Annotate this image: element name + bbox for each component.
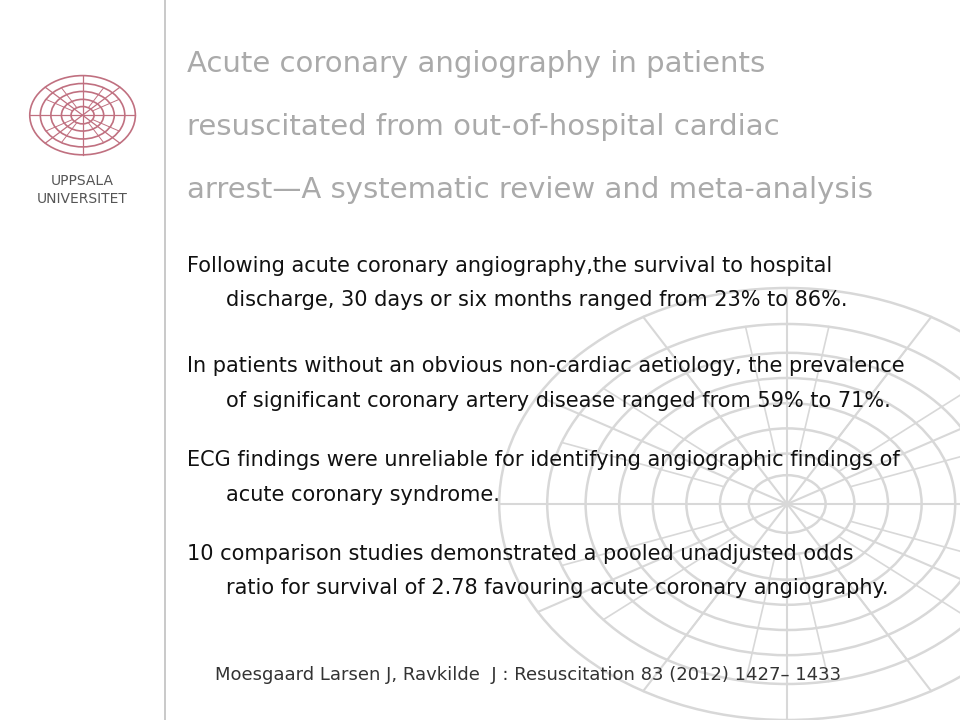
Text: ratio for survival of 2.78 favouring acute coronary angiography.: ratio for survival of 2.78 favouring acu…: [226, 578, 888, 598]
Text: of significant coronary artery disease ranged from 59% to 71%.: of significant coronary artery disease r…: [226, 391, 890, 411]
Text: In patients without an obvious non-cardiac aetiology, the prevalence: In patients without an obvious non-cardi…: [187, 356, 905, 377]
Text: UNIVERSITET: UNIVERSITET: [37, 192, 128, 206]
Text: 10 comparison studies demonstrated a pooled unadjusted odds: 10 comparison studies demonstrated a poo…: [187, 544, 853, 564]
Text: discharge, 30 days or six months ranged from 23% to 86%.: discharge, 30 days or six months ranged …: [226, 290, 847, 310]
Text: acute coronary syndrome.: acute coronary syndrome.: [226, 485, 499, 505]
Text: Acute coronary angiography in patients: Acute coronary angiography in patients: [187, 50, 765, 78]
Text: Moesgaard Larsen J, Ravkilde  J : Resuscitation 83 (2012) 1427– 1433: Moesgaard Larsen J, Ravkilde J : Resusci…: [215, 666, 841, 684]
Text: Following acute coronary angiography,the survival to hospital: Following acute coronary angiography,the…: [187, 256, 832, 276]
Text: resuscitated from out-of-hospital cardiac: resuscitated from out-of-hospital cardia…: [187, 113, 780, 141]
Text: UPPSALA: UPPSALA: [51, 174, 114, 188]
Text: arrest—A systematic review and meta-analysis: arrest—A systematic review and meta-anal…: [187, 176, 874, 204]
Text: ECG findings were unreliable for identifying angiographic findings of: ECG findings were unreliable for identif…: [187, 450, 900, 470]
